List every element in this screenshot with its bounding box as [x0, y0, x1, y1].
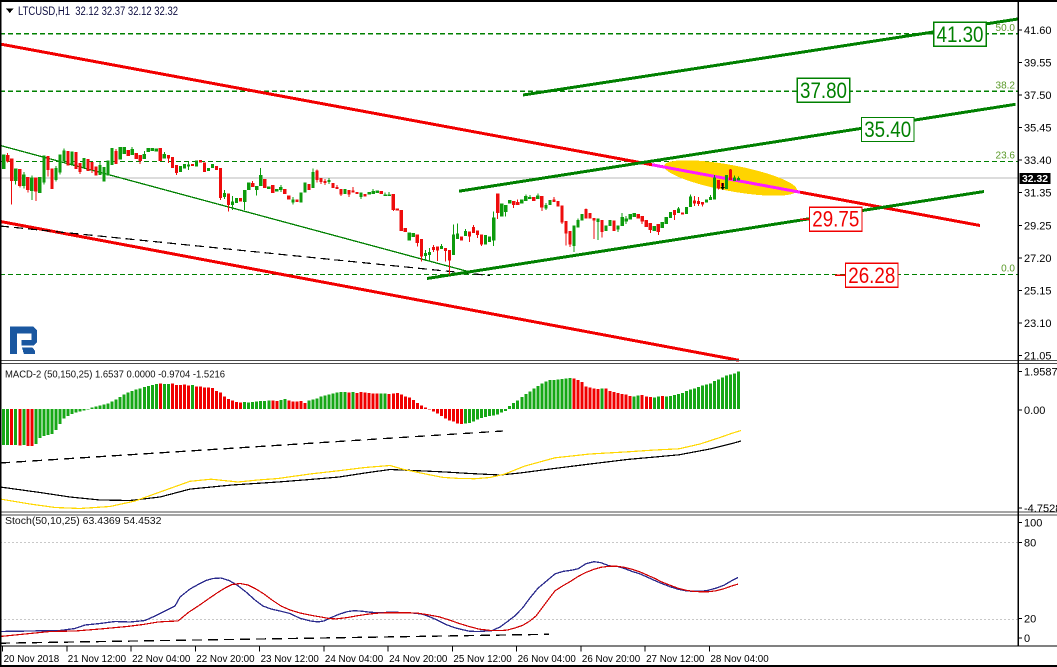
svg-text:MACD-2 (50,150,25) 1.6537 0.00: MACD-2 (50,150,25) 1.6537 0.0000 -0.9704… [5, 369, 225, 381]
svg-text:20: 20 [1024, 614, 1036, 626]
svg-text:28 Nov 04:00: 28 Nov 04:00 [710, 654, 769, 665]
svg-text:22 Nov 20:00: 22 Nov 20:00 [196, 654, 255, 665]
svg-text:35.40: 35.40 [864, 117, 911, 142]
svg-text:25.15: 25.15 [1024, 285, 1052, 297]
svg-text:27 Nov 12:00: 27 Nov 12:00 [646, 654, 705, 665]
svg-text:31.35: 31.35 [1024, 188, 1052, 200]
svg-text:Stoch(50,10,25) 63.4369 54.453: Stoch(50,10,25) 63.4369 54.4532 [5, 515, 162, 527]
svg-text:1.9587: 1.9587 [1024, 367, 1057, 379]
svg-text:-4.7528: -4.7528 [1024, 503, 1057, 515]
svg-text:37.80: 37.80 [800, 78, 847, 103]
svg-text:0.0: 0.0 [1001, 264, 1015, 275]
svg-text:39.55: 39.55 [1024, 58, 1052, 70]
svg-text:23.6: 23.6 [996, 150, 1016, 161]
svg-text:32.32: 32.32 [1022, 173, 1048, 185]
svg-text:100: 100 [1024, 518, 1042, 530]
svg-text:0.00: 0.00 [1024, 405, 1045, 417]
svg-text:24 Nov 20:00: 24 Nov 20:00 [389, 654, 448, 665]
svg-text:22 Nov 04:00: 22 Nov 04:00 [132, 654, 191, 665]
svg-text:21.05: 21.05 [1024, 351, 1052, 363]
svg-text:25 Nov 12:00: 25 Nov 12:00 [453, 654, 512, 665]
svg-text:23.10: 23.10 [1024, 318, 1052, 330]
svg-text:26.28: 26.28 [848, 263, 895, 288]
svg-text:41.30: 41.30 [937, 22, 984, 47]
svg-text:35.45: 35.45 [1024, 123, 1052, 135]
svg-text:23 Nov 12:00: 23 Nov 12:00 [261, 654, 320, 665]
svg-text:29.75: 29.75 [812, 207, 859, 232]
svg-text:29.25: 29.25 [1024, 220, 1052, 232]
svg-text:21 Nov 12:00: 21 Nov 12:00 [68, 654, 127, 665]
svg-text:41.60: 41.60 [1024, 25, 1052, 37]
svg-text:37.50: 37.50 [1024, 90, 1052, 102]
svg-text:38.2: 38.2 [996, 80, 1016, 91]
svg-text:20 Nov 2018: 20 Nov 2018 [4, 654, 60, 665]
svg-text:50.0: 50.0 [996, 23, 1016, 34]
svg-text:26 Nov 20:00: 26 Nov 20:00 [582, 654, 641, 665]
svg-text:26 Nov 04:00: 26 Nov 04:00 [518, 654, 577, 665]
svg-text:0: 0 [1024, 633, 1030, 645]
svg-text:27.20: 27.20 [1024, 253, 1052, 265]
svg-text:33.40: 33.40 [1024, 155, 1052, 167]
svg-text:LTCUSD,H1 32.12 32.37 32.12 3: LTCUSD,H1 32.12 32.37 32.12 32.32 [18, 6, 178, 18]
svg-text:24 Nov 04:00: 24 Nov 04:00 [325, 654, 384, 665]
svg-text:80: 80 [1024, 538, 1036, 550]
